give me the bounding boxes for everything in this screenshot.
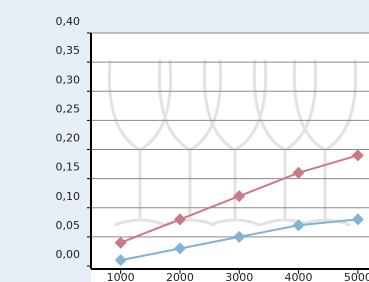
y-tick-label: 0,10: [56, 190, 81, 203]
page: 0,00 0,05 0,10 0,15 0,20 0,25 0,30 0,35 0,40 1000…: [0, 0, 369, 282]
x-tick-label: 1000: [107, 271, 135, 282]
x-tick-label: 2000: [166, 271, 194, 282]
y-tick-label: 0,00: [56, 248, 81, 261]
y-tick-label: 0,30: [56, 73, 81, 86]
y-tick-label: 0,05: [56, 219, 81, 232]
plot-area: [91, 33, 369, 282]
y-tick-label: 0,40: [56, 15, 81, 28]
y-tick-label: 0,20: [56, 132, 81, 145]
y-tick-label: 0,25: [56, 102, 81, 115]
x-tick-label: 4000: [285, 271, 313, 282]
y-tick-label: 0,15: [56, 161, 81, 174]
x-tick-label: 3000: [225, 271, 253, 282]
y-tick-label: 0,35: [56, 44, 81, 57]
chart: 0,00 0,05 0,10 0,15 0,20 0,25 0,30 0,35 0,40 1000…: [0, 0, 369, 282]
x-tick-label: 5000: [344, 271, 369, 282]
